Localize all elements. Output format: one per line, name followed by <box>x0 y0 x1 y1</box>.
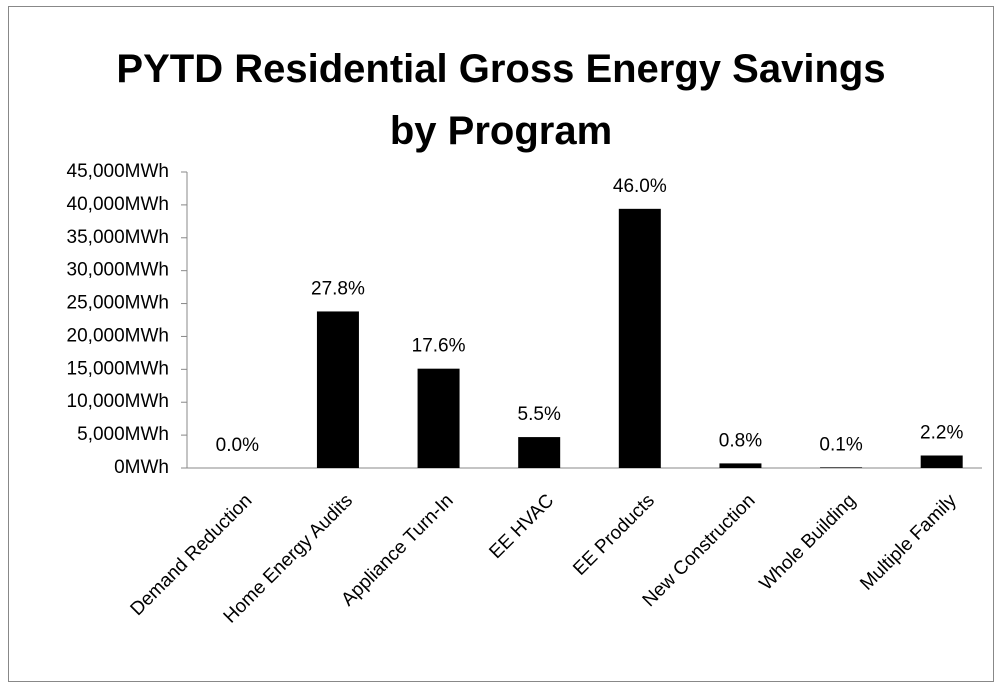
y-tick-label: 15,000MWh <box>67 358 169 379</box>
y-tick-label: 40,000MWh <box>67 194 169 215</box>
bar <box>719 463 762 468</box>
x-tick-label: Multiple Family <box>856 490 961 595</box>
data-label: 17.6% <box>412 336 466 357</box>
x-tick-label: EE Products <box>569 490 659 580</box>
y-tick-label: 0MWh <box>114 457 169 478</box>
bar <box>518 437 561 468</box>
data-label: 2.2% <box>920 423 963 444</box>
data-label: 0.8% <box>719 430 762 451</box>
y-tick-label: 30,000MWh <box>67 260 169 281</box>
data-label: 0.0% <box>216 435 259 456</box>
y-tick-label: 20,000MWh <box>67 325 169 346</box>
y-tick-label: 35,000MWh <box>67 227 169 248</box>
bar <box>417 368 460 468</box>
data-label: 0.1% <box>819 434 862 455</box>
bar <box>920 455 963 468</box>
y-tick-label: 5,000MWh <box>77 424 169 445</box>
data-label: 5.5% <box>518 404 561 425</box>
y-tick-label: 10,000MWh <box>67 391 169 412</box>
bar <box>316 311 359 468</box>
y-tick-label: 45,000MWh <box>67 161 169 182</box>
bar <box>618 208 661 468</box>
x-tick-label: New Construction <box>639 490 760 611</box>
x-tick-label: Whole Building <box>756 490 860 594</box>
x-tick-label: Appliance Turn-In <box>337 490 457 610</box>
chart-title: PYTD Residential Gross Energy Savings by… <box>116 47 886 153</box>
bar <box>820 467 863 468</box>
x-tick-label: EE HVAC <box>485 490 558 563</box>
data-label: 27.8% <box>311 278 365 299</box>
chart-frame <box>8 6 994 682</box>
data-label: 46.0% <box>613 176 667 197</box>
y-tick-label: 25,000MWh <box>67 293 169 314</box>
